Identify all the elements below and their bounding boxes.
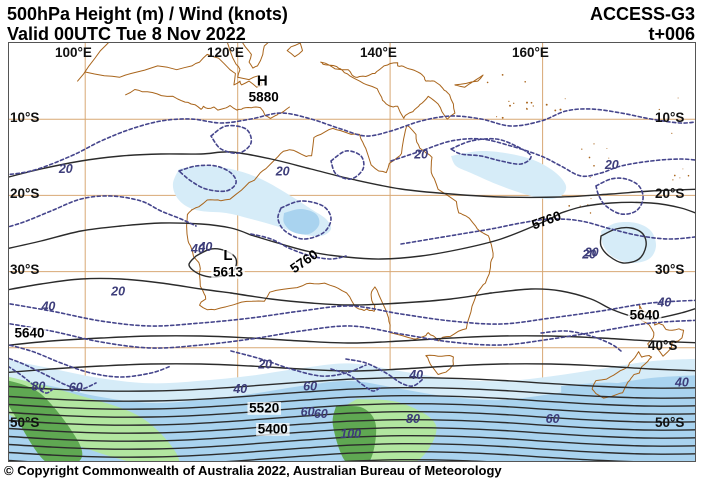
svg-text:5880: 5880 [249, 90, 279, 105]
svg-text:60: 60 [69, 381, 83, 395]
svg-text:40: 40 [197, 240, 212, 254]
svg-text:5760: 5760 [530, 208, 563, 232]
svg-text:20: 20 [275, 165, 290, 179]
svg-text:5613: 5613 [213, 265, 244, 280]
svg-text:5520: 5520 [249, 401, 279, 416]
svg-text:80: 80 [406, 412, 420, 426]
svg-text:5640: 5640 [14, 326, 44, 341]
svg-text:60: 60 [546, 412, 560, 426]
svg-text:40: 40 [674, 375, 689, 389]
svg-text:80: 80 [31, 380, 45, 394]
svg-text:40: 40 [656, 295, 671, 309]
svg-text:H: H [257, 72, 268, 89]
svg-text:20: 20 [604, 158, 619, 172]
svg-text:60: 60 [314, 407, 328, 421]
svg-text:40: 40 [232, 382, 247, 396]
svg-text:40: 40 [40, 300, 55, 314]
svg-text:20: 20 [58, 162, 73, 176]
svg-text:40: 40 [408, 368, 423, 382]
svg-text:20: 20 [110, 285, 125, 299]
svg-text:5640: 5640 [630, 308, 660, 323]
svg-text:20: 20 [257, 357, 272, 371]
svg-text:20: 20 [581, 248, 596, 262]
svg-text:5400: 5400 [258, 422, 288, 437]
svg-text:20: 20 [413, 148, 428, 162]
svg-text:L: L [223, 247, 232, 264]
svg-text:60: 60 [301, 405, 315, 419]
svg-text:60: 60 [303, 380, 317, 394]
svg-text:100: 100 [340, 427, 361, 441]
